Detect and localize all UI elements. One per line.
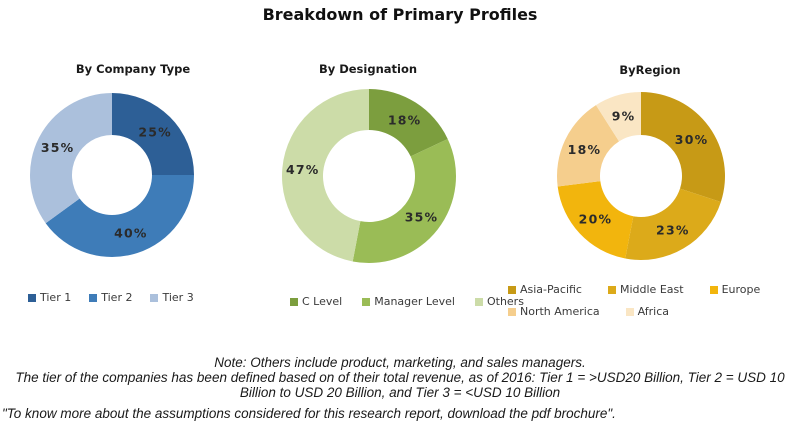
legend-row: C Level Manager Level Others bbox=[290, 295, 524, 308]
legend-label: Europe bbox=[721, 283, 761, 296]
legend-item-others: Others bbox=[474, 295, 524, 308]
legend-row: Tier 1 Tier 2 Tier 3 bbox=[28, 291, 194, 304]
percent-label-tier-3: 35% bbox=[41, 140, 75, 155]
slice-middle-east bbox=[625, 188, 721, 260]
chart-title-region: ByRegion bbox=[619, 63, 681, 77]
percent-label-europe: 20% bbox=[579, 211, 613, 226]
legend-item-middle-east: Middle East bbox=[607, 283, 684, 296]
legend-swatch bbox=[709, 285, 718, 294]
slice-tier-2 bbox=[45, 175, 194, 257]
legend-swatch bbox=[28, 293, 36, 302]
note-brochure-line: "To know more about the assumptions cons… bbox=[2, 406, 616, 421]
donut-chart-company-type: 25% 40% 35% bbox=[29, 93, 194, 257]
legend-designation: C Level Manager Level Others bbox=[290, 295, 524, 308]
legend-item-tier-1: Tier 1 bbox=[28, 291, 71, 304]
legend-item-c-level: C Level bbox=[290, 295, 342, 308]
legend-label: Manager Level bbox=[374, 295, 455, 308]
legend-swatch bbox=[625, 307, 634, 316]
percent-label-c-level: 18% bbox=[388, 112, 422, 127]
legend-label: Tier 3 bbox=[162, 291, 194, 304]
legend-label: C Level bbox=[302, 295, 343, 308]
slice-others bbox=[282, 89, 369, 262]
percent-label-others: 47% bbox=[286, 162, 320, 177]
donut-chart-designation: 18% 35% 47% bbox=[282, 89, 456, 263]
legend-label: Middle East bbox=[619, 283, 684, 296]
slice-tier-3 bbox=[29, 93, 112, 224]
legend-label: Africa bbox=[637, 305, 670, 318]
legend-label: Others bbox=[486, 295, 524, 308]
legend-row: North America Africa bbox=[508, 305, 760, 318]
legend-label: Asia-Pacific bbox=[520, 283, 582, 296]
legend-swatch bbox=[474, 297, 483, 306]
legend-swatch bbox=[508, 307, 516, 316]
legend-swatch bbox=[290, 297, 298, 306]
slice-north-america bbox=[557, 105, 620, 187]
legend-item-tier-3: Tier 3 bbox=[150, 291, 194, 304]
legend-label: Tier 1 bbox=[40, 291, 72, 304]
note-line-2: The tier of the companies has been defin… bbox=[15, 369, 785, 385]
legend-label: North America bbox=[520, 305, 600, 318]
note-line-3: Billion to USD 20 Billion, and Tier 3 = … bbox=[239, 384, 561, 400]
legend-region: Asia-Pacific Middle East Europe North Ameri… bbox=[508, 283, 760, 318]
percent-label-africa: 9% bbox=[612, 108, 636, 123]
legend-item-north-america: North America bbox=[508, 305, 600, 318]
slice-asia-pacific bbox=[641, 92, 725, 202]
figure-title: Breakdown of Primary Profiles bbox=[262, 5, 538, 24]
percent-label-tier-1: 25% bbox=[138, 124, 172, 139]
legend-item-asia-pacific: Asia-Pacific bbox=[508, 283, 582, 296]
legend-item-africa: Africa bbox=[625, 305, 670, 318]
note-block: Note: Others include product, marketing,… bbox=[0, 355, 800, 400]
legend-item-manager-level: Manager Level bbox=[362, 295, 455, 308]
percent-label-north-america: 18% bbox=[568, 142, 602, 157]
note-line-1: Note: Others include product, marketing,… bbox=[214, 355, 586, 370]
chart-title-designation: By Designation bbox=[318, 62, 418, 76]
percent-label-middle-east: 23% bbox=[656, 222, 690, 237]
percent-label-asia-pacific: 30% bbox=[675, 132, 709, 147]
legend-company-type: Tier 1 Tier 2 Tier 3 bbox=[28, 291, 194, 304]
legend-swatch bbox=[508, 285, 516, 294]
legend-swatch bbox=[607, 285, 616, 294]
slice-manager-level bbox=[352, 138, 456, 263]
slice-c-level bbox=[369, 89, 448, 157]
slice-europe bbox=[557, 181, 634, 259]
percent-label-manager-level: 35% bbox=[405, 209, 439, 224]
legend-swatch bbox=[150, 293, 159, 302]
slice-tier-1 bbox=[112, 93, 194, 175]
legend-swatch bbox=[362, 297, 371, 306]
legend-item-europe: Europe bbox=[709, 283, 761, 296]
percent-label-tier-2: 40% bbox=[114, 226, 148, 241]
donut-chart-region: 30% 23% 20% 18% 9% bbox=[557, 92, 725, 260]
legend-label: Tier 2 bbox=[101, 291, 133, 304]
slice-africa bbox=[595, 92, 641, 142]
legend-row: Asia-Pacific Middle East Europe bbox=[508, 283, 760, 296]
legend-item-tier-2: Tier 2 bbox=[89, 291, 132, 304]
chart-title-company-type: By Company Type bbox=[75, 62, 191, 76]
legend-swatch bbox=[89, 293, 98, 302]
